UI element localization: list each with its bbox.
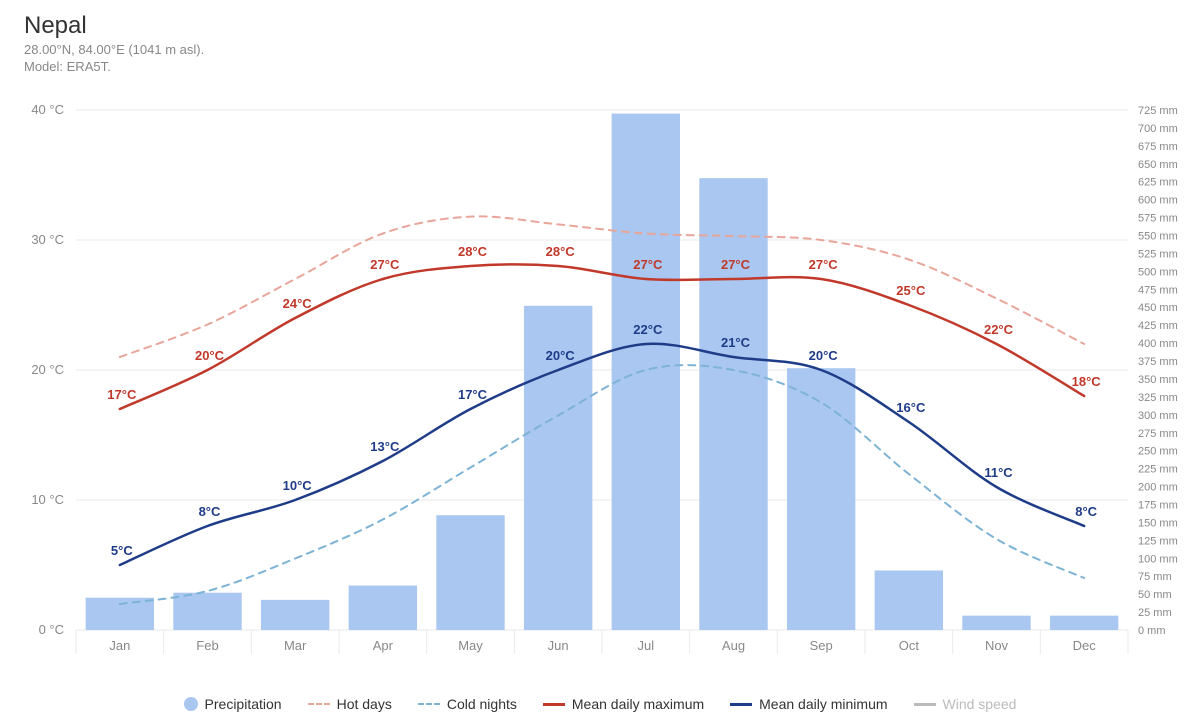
svg-text:725 mm: 725 mm (1138, 105, 1178, 117)
svg-text:18°C: 18°C (1072, 374, 1102, 389)
svg-text:0 °C: 0 °C (39, 622, 64, 637)
svg-text:11°C: 11°C (984, 465, 1013, 480)
svg-text:275 mm: 275 mm (1138, 428, 1178, 440)
svg-text:22°C: 22°C (633, 322, 663, 337)
svg-text:16°C: 16°C (896, 400, 926, 415)
svg-text:22°C: 22°C (984, 322, 1014, 337)
svg-text:550 mm: 550 mm (1138, 231, 1178, 243)
svg-text:24°C: 24°C (283, 296, 313, 311)
svg-text:Aug: Aug (722, 638, 745, 653)
svg-text:Nov: Nov (985, 638, 1009, 653)
svg-text:75 mm: 75 mm (1138, 571, 1172, 583)
svg-text:Mar: Mar (284, 638, 307, 653)
svg-text:30 °C: 30 °C (31, 232, 64, 247)
svg-text:17°C: 17°C (458, 387, 488, 402)
climate-chart: 0 °C 10 °C 20 °C 30 °C 40 °C 0 mm 25 mm 50 mm 75… (0, 90, 1200, 710)
legend-label: Wind speed (943, 696, 1017, 712)
svg-text:13°C: 13°C (370, 439, 400, 454)
svg-text:28°C: 28°C (546, 244, 576, 259)
svg-text:650 mm: 650 mm (1138, 159, 1178, 171)
svg-text:600 mm: 600 mm (1138, 195, 1178, 207)
svg-text:8°C: 8°C (1075, 504, 1097, 519)
svg-text:May: May (458, 638, 483, 653)
legend-mean-min[interactable]: Mean daily minimum (730, 696, 887, 712)
chart-legend: Precipitation Hot days Cold nights Mean … (0, 696, 1200, 712)
wind-speed-icon (914, 703, 936, 706)
svg-text:250 mm: 250 mm (1138, 446, 1178, 458)
legend-label: Mean daily maximum (572, 696, 704, 712)
svg-text:225 mm: 225 mm (1138, 464, 1178, 476)
chart-subtitle-model: Model: ERA5T. (24, 59, 204, 74)
chart-subtitle-coords: 28.00°N, 84.00°E (1041 m asl). (24, 42, 204, 57)
hot-days-icon (308, 703, 330, 705)
svg-text:25 mm: 25 mm (1138, 607, 1172, 619)
cold-nights-icon (418, 703, 440, 705)
svg-text:Jan: Jan (109, 638, 130, 653)
svg-text:150 mm: 150 mm (1138, 517, 1178, 529)
legend-mean-max[interactable]: Mean daily maximum (543, 696, 704, 712)
svg-text:125 mm: 125 mm (1138, 535, 1178, 547)
svg-text:Apr: Apr (373, 638, 394, 653)
svg-text:20°C: 20°C (546, 348, 576, 363)
svg-text:300 mm: 300 mm (1138, 410, 1178, 422)
svg-text:700 mm: 700 mm (1138, 123, 1178, 135)
legend-label: Mean daily minimum (759, 696, 887, 712)
svg-text:350 mm: 350 mm (1138, 374, 1178, 386)
svg-text:500 mm: 500 mm (1138, 266, 1178, 278)
legend-precipitation[interactable]: Precipitation (184, 696, 282, 712)
svg-text:575 mm: 575 mm (1138, 213, 1178, 225)
svg-text:Oct: Oct (899, 638, 920, 653)
legend-cold-nights[interactable]: Cold nights (418, 696, 517, 712)
legend-label: Hot days (337, 696, 392, 712)
chart-title: Nepal (24, 12, 204, 40)
svg-text:525 mm: 525 mm (1138, 248, 1178, 260)
svg-text:175 mm: 175 mm (1138, 499, 1178, 511)
svg-text:Feb: Feb (196, 638, 218, 653)
legend-label: Cold nights (447, 696, 517, 712)
svg-text:400 mm: 400 mm (1138, 338, 1178, 350)
svg-text:27°C: 27°C (809, 257, 839, 272)
svg-text:200 mm: 200 mm (1138, 482, 1178, 494)
legend-wind-speed[interactable]: Wind speed (914, 696, 1017, 712)
svg-text:625 mm: 625 mm (1138, 177, 1178, 189)
svg-text:Jul: Jul (638, 638, 655, 653)
svg-text:8°C: 8°C (199, 504, 221, 519)
svg-text:25°C: 25°C (896, 283, 926, 298)
chart-header: Nepal 28.00°N, 84.00°E (1041 m asl). Mod… (24, 12, 204, 74)
mean-max-icon (543, 703, 565, 706)
svg-text:27°C: 27°C (721, 257, 751, 272)
mean-min-icon (730, 703, 752, 706)
legend-label: Precipitation (205, 696, 282, 712)
svg-text:20 °C: 20 °C (31, 362, 64, 377)
svg-text:325 mm: 325 mm (1138, 392, 1178, 404)
precipitation-icon (184, 697, 198, 711)
svg-text:10 °C: 10 °C (31, 492, 64, 507)
svg-text:5°C: 5°C (111, 543, 133, 558)
svg-text:27°C: 27°C (370, 257, 400, 272)
svg-text:425 mm: 425 mm (1138, 320, 1178, 332)
svg-text:50 mm: 50 mm (1138, 589, 1172, 601)
svg-text:21°C: 21°C (721, 335, 751, 350)
legend-hot-days[interactable]: Hot days (308, 696, 392, 712)
svg-text:Sep: Sep (810, 638, 833, 653)
svg-text:27°C: 27°C (633, 257, 663, 272)
svg-text:20°C: 20°C (809, 348, 839, 363)
svg-text:475 mm: 475 mm (1138, 284, 1178, 296)
svg-text:28°C: 28°C (458, 244, 488, 259)
svg-text:0 mm: 0 mm (1138, 625, 1166, 637)
svg-text:40 °C: 40 °C (31, 102, 64, 117)
svg-text:100 mm: 100 mm (1138, 553, 1178, 565)
svg-text:Dec: Dec (1073, 638, 1097, 653)
svg-text:450 mm: 450 mm (1138, 302, 1178, 314)
svg-text:Jun: Jun (548, 638, 569, 653)
svg-text:10°C: 10°C (283, 478, 313, 493)
svg-text:675 mm: 675 mm (1138, 141, 1178, 153)
svg-text:20°C: 20°C (195, 348, 225, 363)
svg-text:17°C: 17°C (107, 387, 137, 402)
svg-text:375 mm: 375 mm (1138, 356, 1178, 368)
